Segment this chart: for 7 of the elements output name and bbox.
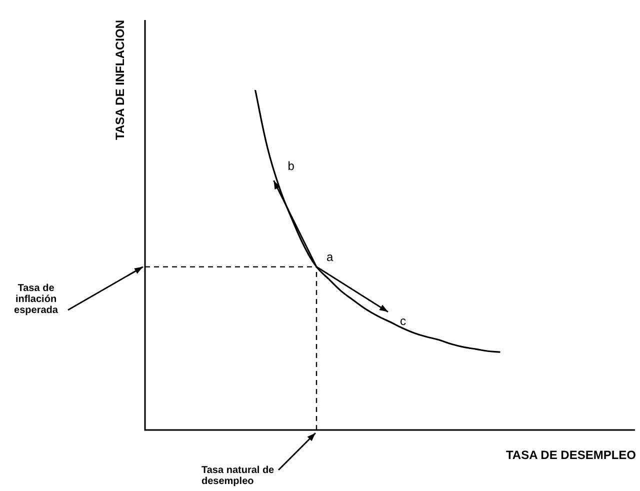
x-axis-title: TASA DE DESEMPLEO (506, 448, 636, 462)
y-axis-title: TASA DE INFLACION (113, 20, 127, 140)
annotation: a (326, 250, 334, 264)
annotation: c (400, 314, 406, 328)
text: Tasa natural de desempleo (202, 465, 276, 487)
ref-line-label: Tasa de inflación esperada (13, 283, 59, 316)
annotation: b (288, 158, 294, 173)
